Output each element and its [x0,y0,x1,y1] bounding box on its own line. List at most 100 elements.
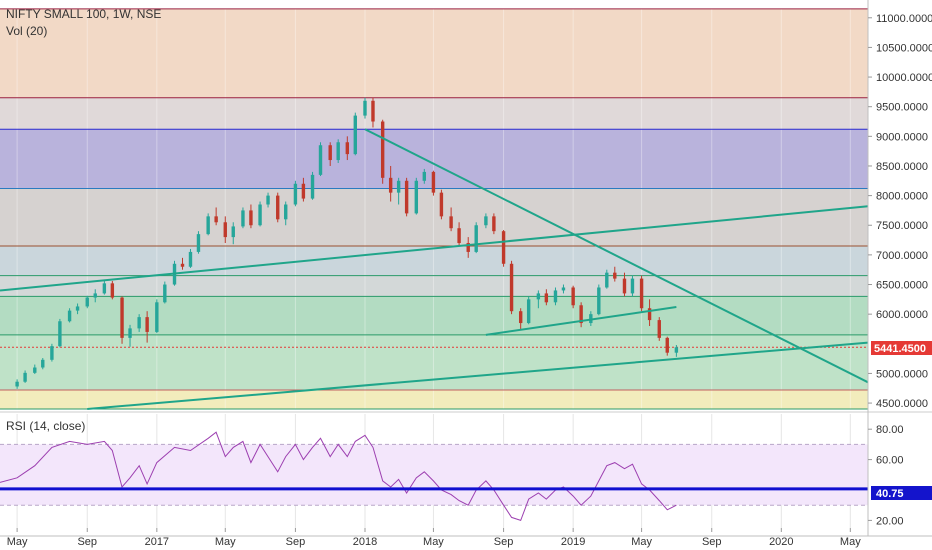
candle-body [214,216,218,223]
price-tick-label: 10500.0000 [876,42,932,54]
candle-body [293,183,298,205]
candle-body [241,210,245,227]
fib-band [0,275,868,297]
time-tick-label: Sep [494,536,514,548]
fib-bands [0,8,868,409]
trendline[interactable] [0,205,869,292]
candle-body [258,204,262,226]
time-tick-label: 2018 [353,536,377,548]
candle-body [345,142,350,155]
candle-body [50,346,54,360]
candle-body [544,293,549,303]
trendlines[interactable] [0,128,869,410]
price-tick-label: 5000.0000 [876,368,928,380]
candle-body [188,251,193,267]
trendline[interactable] [87,341,869,410]
candle-body [414,180,419,214]
time-tick-label: 2017 [145,536,169,548]
candle-body [266,195,270,205]
candle-body [301,183,306,199]
candle-body [466,243,470,252]
candle-body [23,372,27,382]
candle-body [371,100,375,122]
price-tick-label: 4500.0000 [876,398,928,410]
candle-body [75,306,80,311]
price-tick-label: 7000.0000 [876,250,928,262]
volume-legend[interactable]: Vol (20) [6,24,47,38]
candle-body [431,171,436,193]
rsi-pane [0,411,932,528]
candle-body [474,225,478,252]
rsi-legend[interactable]: RSI (14, close) [6,419,85,433]
rsi-band [0,444,868,506]
candle-body [85,297,89,307]
time-tick-label: May [840,536,861,548]
candle-body [328,145,332,161]
candle-body [674,347,679,353]
candle-body [457,228,461,244]
price-tick-label: 8000.0000 [876,191,928,203]
candle-body [449,216,453,229]
time-tick-label: May [423,536,444,548]
candle-body [180,263,185,267]
time-tick-label: May [7,536,28,548]
fib-band [0,188,868,246]
trendline[interactable] [485,306,677,336]
candle-body [622,278,627,294]
candlesticks [15,97,679,389]
candle-body [145,317,149,332]
candle-body [571,287,575,306]
last-price-label: 5441.4500 [874,343,926,355]
candle-body [33,367,37,373]
candle-body [110,283,115,298]
candle-body [665,337,669,353]
rsi-tick-label: 60.00 [876,455,904,467]
last-price-badge [871,341,932,355]
candle-body [380,121,385,178]
time-tick-label: 2019 [561,536,585,548]
candle-body [41,359,45,368]
candle-body [249,210,253,226]
candle-body [318,145,323,175]
candle-body [336,142,340,161]
candle-body [128,328,132,338]
candle-body [613,272,617,279]
candle-body [102,283,107,294]
candle-body [223,222,227,238]
time-tick-label: May [631,536,652,548]
price-tick-label: 9000.0000 [876,131,928,143]
candle-body [439,192,444,217]
time-tick-label: Sep [77,536,97,548]
price-tick-label: 8500.0000 [876,161,928,173]
candle-body [388,177,393,193]
candle-body [561,287,566,291]
fib-band [0,334,868,391]
candle-body [276,195,280,220]
price-tick-label: 10000.0000 [876,72,932,84]
candle-body [647,308,652,321]
symbol-legend[interactable]: NIFTY SMALL 100, 1W, NSE [6,7,161,21]
time-tick-label: 2020 [769,536,793,548]
candle-body [484,216,488,226]
candle-body [284,204,288,220]
trendline[interactable] [364,128,869,384]
price-tick-label: 9500.0000 [876,102,928,114]
rsi-last-label: 40.75 [876,488,904,500]
candle-body [396,180,401,193]
rsi-tick-label: 20.00 [876,515,904,527]
time-tick-label: Sep [702,536,722,548]
candle-body [526,299,531,324]
candle-body [657,320,661,338]
candle-body [492,216,496,232]
candle-body [353,115,357,155]
candle-body [553,290,558,303]
rsi-last-badge [871,486,932,500]
candle-body [605,272,609,288]
candle-body [579,305,583,324]
candle-body [196,234,201,252]
candle-body [630,278,635,294]
main-grid [16,0,851,409]
